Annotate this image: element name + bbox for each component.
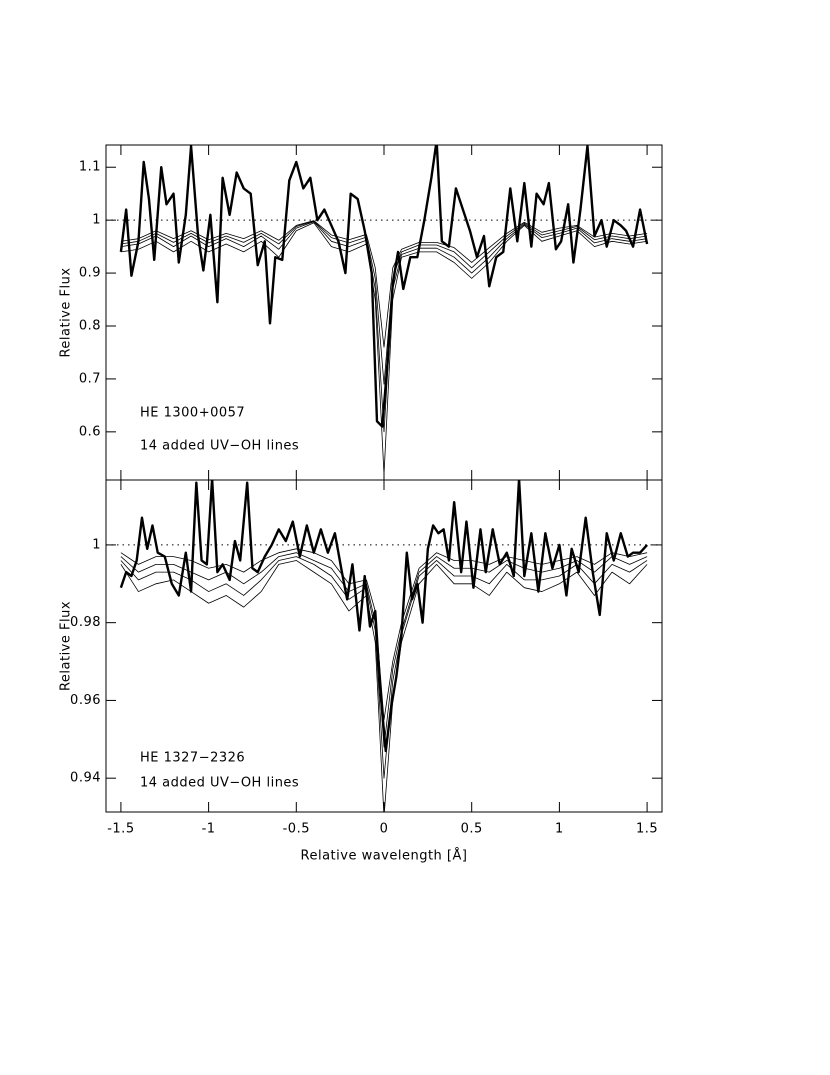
spectrum-line [120,221,648,433]
spectrum-line [120,220,648,348]
spectrum-line [120,556,648,779]
y-tick-label: 1 [92,213,101,228]
annotation: HE 1327−2326 [140,751,245,766]
y-tick-label: 0.7 [79,371,101,386]
y-tick-label: 0.8 [79,318,101,333]
x-tick-label: -0.5 [283,822,310,837]
y-tick-label: 0.96 [70,693,101,708]
x-tick-label: -1 [202,822,216,837]
annotation: 14 added UV−OH lines [140,776,299,791]
plot-area [106,145,662,475]
y-axis-label: Relative Flux [59,601,74,691]
spectrum-line [120,552,648,748]
y-tick-label: 0.9 [79,266,101,281]
spectrum-line [120,560,648,812]
spectrum-line [120,222,648,475]
spectrum-line [119,145,649,428]
x-tick-label: 1.5 [636,822,658,837]
y-tick-label: 1 [92,537,101,552]
y-axis-label: Relative Flux [59,267,74,357]
x-tick-label: -1.5 [107,822,134,837]
annotation: 14 added UV−OH lines [140,439,299,454]
y-tick-label: 0.6 [79,424,101,439]
plot-area [106,480,662,812]
x-tick-label: 0.5 [461,822,483,837]
spectrum-line [119,480,648,753]
x-tick-label: 0 [380,822,389,837]
y-tick-label: 0.94 [70,771,101,786]
x-tick-label: 1 [555,822,564,837]
y-tick-label: 0.98 [70,615,101,630]
annotation: HE 1300+0057 [140,406,245,421]
x-axis-label: Relative wavelength [Å] [301,848,468,864]
spectrum-line [120,548,648,721]
spectrum-line [120,220,648,385]
y-tick-label: 1.1 [79,160,101,175]
